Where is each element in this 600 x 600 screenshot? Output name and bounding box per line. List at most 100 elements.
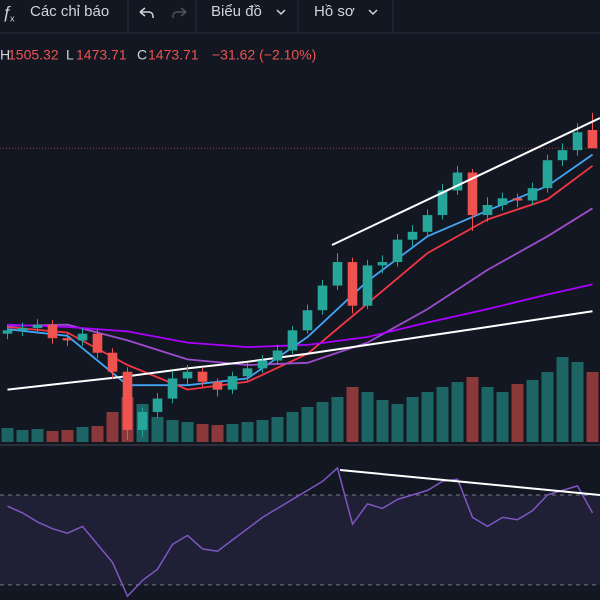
candle-body [572,132,583,151]
candle-body [452,172,463,191]
candle-body [392,239,403,263]
volume-bar [271,417,284,442]
candle-body [242,368,253,377]
candle-body [467,172,478,216]
low-label: L [66,47,74,63]
close-value: 1473.71 [148,47,199,63]
volume-bar [16,430,29,442]
volume-bar [166,420,179,442]
candle-body [62,338,73,341]
volume-bar [91,426,104,442]
moving-average-line [7,153,594,387]
candle-body [362,265,373,306]
volume-bar [46,431,59,442]
candle-body [77,333,88,341]
volume-bar [421,392,434,442]
volume-bar [31,429,44,442]
rsi-trend-line [339,469,600,496]
fx-icon-sub: x [10,13,15,23]
volume-bar [196,424,209,442]
volume-bar [361,392,374,442]
candle-body [227,376,238,390]
candle-body [302,310,313,331]
profile-menu[interactable]: Hồ sơ [314,3,355,20]
rsi-band [0,494,600,585]
candle-body [527,188,538,201]
volume-bar [181,422,194,442]
chevron [276,9,286,16]
fx-icon[interactable]: ƒ [2,2,11,21]
undo-button[interactable] [139,7,154,18]
volume-bar [301,407,314,442]
volume-bar [316,402,329,442]
candle-body [557,150,568,161]
candle-body [482,204,493,216]
candle-body [407,231,418,240]
volume-bar [526,380,539,442]
volume-bar [256,420,269,442]
candle-body [497,198,508,205]
volume-bar [76,427,89,442]
candle-body [257,360,268,369]
volume-bar [211,425,224,442]
volume-bar [496,392,509,442]
volume-bar [346,387,359,442]
volume-bar [406,397,419,442]
volume-bar [541,372,554,442]
volume-bar [451,382,464,442]
candle-body [272,350,283,361]
volume-bar [61,430,74,442]
high-value: 1505.32 [8,47,59,63]
chart-menu[interactable]: Biểu đồ [211,3,262,20]
candle-body [122,371,133,430]
candle-body [542,160,553,189]
candle-body [422,215,433,232]
rsi-line [7,466,594,598]
candle-body [437,190,448,216]
volume-bar [106,412,119,442]
high-label: H [0,47,10,63]
candle-body [137,412,148,430]
candle-body [182,371,193,379]
volume-bar [556,357,569,442]
moving-average-line [7,310,593,391]
candle-body [17,328,28,331]
volume-bar [1,428,14,442]
candle-body [347,262,358,306]
volume-bar [376,400,389,442]
candle-body [32,324,43,329]
volume-bar [391,404,404,442]
volume-bar [466,377,479,442]
moving-average-line [7,283,593,349]
chevron [368,9,378,16]
candle-body [197,371,208,382]
volume-bar [571,362,584,442]
close-label: C [137,47,147,63]
volume-bar [586,372,599,442]
candle-body [107,352,118,372]
volume-bar [286,412,299,442]
candle-body [152,398,163,413]
redo-button[interactable] [172,7,187,18]
candle-body [287,330,298,351]
candle-body [2,330,13,334]
indicators-button[interactable]: Các chỉ báo [30,3,109,20]
change-value: −31.62 (−2.10%) [212,47,316,63]
trend-line [331,117,600,246]
low-value: 1473.71 [76,47,127,63]
toolbar: ƒ x Các chỉ báo Biểu đồ Hồ sơ [0,0,600,34]
candle-body [377,262,388,266]
volume-bar [481,387,494,442]
candle-body [332,262,343,286]
volume-bar [511,384,524,442]
moving-average-line [7,207,593,366]
candle-body [212,381,223,390]
candle-body [47,324,58,339]
candle-body [317,285,328,311]
volume-bar [226,424,239,442]
ohlc-legend: H 1505.32 L 1473.71 C 1473.71 −31.62 (−2… [0,47,316,63]
candle-body [512,198,523,201]
